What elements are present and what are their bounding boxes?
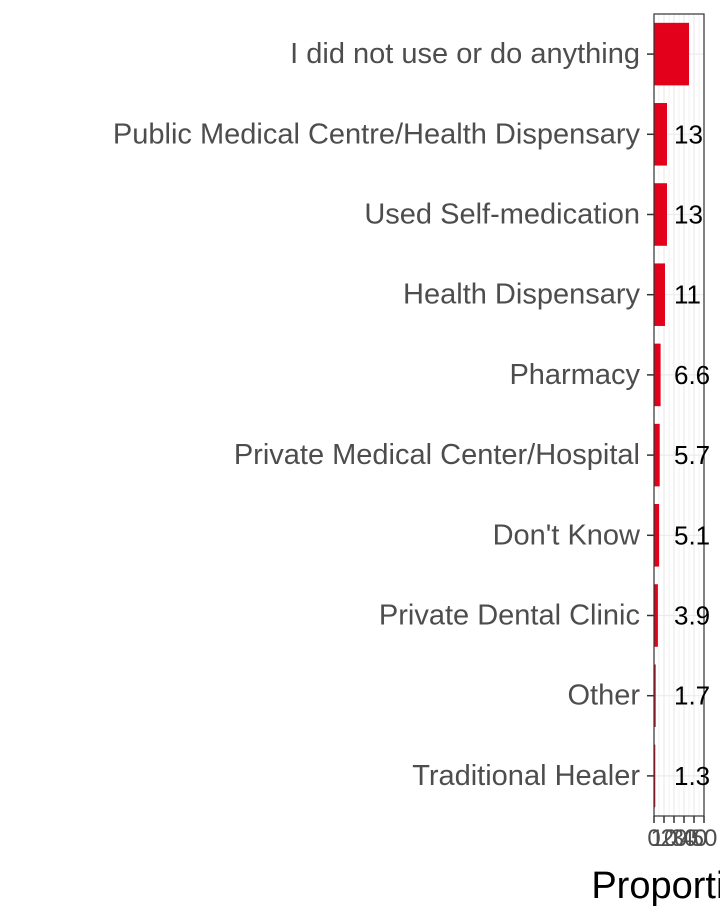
bar [654,744,656,808]
bar [654,504,660,567]
data-label: 13 [674,119,703,149]
y-tick-label: Pharmacy [509,359,640,391]
data-label: 6.6 [674,360,710,390]
bar [654,584,658,647]
bar [654,103,667,166]
x-tick-label: 30 [671,825,698,852]
y-tick-label: Don't Know [493,519,641,551]
x-tick-label: 40 [681,825,708,852]
x-tick-label: 10 [651,825,678,852]
y-tick-label: Used Self-medication [364,199,640,231]
bars [654,22,689,808]
bar [654,423,660,487]
y-tick-label: Private Medical Center/Hospital [234,439,640,471]
bar [654,664,656,727]
y-tick-label: Traditional Healer [412,760,640,792]
y-tick-label: Health Dispensary [403,279,640,311]
data-label: 5.1 [674,520,710,550]
panel-border [653,13,705,817]
x-tick-label: 0 [647,825,660,852]
x-tick-label: 50 [691,825,718,852]
bar [654,263,665,326]
bar [654,22,689,86]
data-label: 5.7 [674,440,710,470]
x-tick-label: 20 [661,825,688,852]
data-label: 11 [674,280,701,310]
y-tick-label: Private Dental Clinic [379,600,640,632]
data-label: 1.3 [674,761,710,791]
data-label: 13 [674,200,703,230]
data-label: 3.9 [674,601,710,631]
x-axis-title: Proportion [591,865,720,907]
data-label: 1.7 [674,681,710,711]
bar [654,343,661,407]
y-tick-label: Public Medical Centre/Health Dispensary [113,118,641,150]
y-axis: I did not use or do anything Public Medic… [113,38,654,792]
bar [654,183,667,246]
y-tick-label: I did not use or do anything [290,38,640,70]
y-tick-label: Other [567,680,640,712]
data-labels: 13 13 11 6.6 5.7 5.1 3.9 1.7 1.3 [674,119,710,791]
